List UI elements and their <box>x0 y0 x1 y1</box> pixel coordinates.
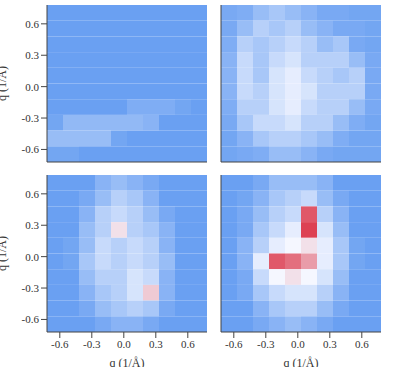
svg-text:0.6: 0.6 <box>25 188 39 200</box>
svg-text:0.0: 0.0 <box>117 338 131 350</box>
svg-text:q (1/Å): q (1/Å) <box>8 66 9 101</box>
svg-text:0.0: 0.0 <box>25 81 39 93</box>
svg-text:0.6: 0.6 <box>25 18 39 30</box>
svg-text:0.3: 0.3 <box>25 219 39 231</box>
svg-text:-0.6: -0.6 <box>51 338 69 350</box>
svg-text:-0.3: -0.3 <box>257 338 275 350</box>
svg-text:q (1/Å): q (1/Å) <box>284 356 319 367</box>
svg-text:q (1/Å): q (1/Å) <box>8 236 9 271</box>
svg-text:-0.3: -0.3 <box>22 282 40 294</box>
svg-text:q (1/Å): q (1/Å) <box>110 356 145 367</box>
svg-text:-0.6: -0.6 <box>225 338 243 350</box>
svg-text:0.6: 0.6 <box>355 338 369 350</box>
svg-text:-0.6: -0.6 <box>22 143 40 155</box>
svg-text:0.3: 0.3 <box>149 338 163 350</box>
svg-text:0.0: 0.0 <box>25 251 39 263</box>
svg-text:0.3: 0.3 <box>25 49 39 61</box>
svg-text:0.6: 0.6 <box>181 338 195 350</box>
svg-text:0.0: 0.0 <box>291 338 305 350</box>
svg-text:0.3: 0.3 <box>323 338 337 350</box>
svg-text:-0.6: -0.6 <box>22 313 40 325</box>
svg-text:-0.3: -0.3 <box>83 338 101 350</box>
svg-text:-0.3: -0.3 <box>22 112 40 124</box>
